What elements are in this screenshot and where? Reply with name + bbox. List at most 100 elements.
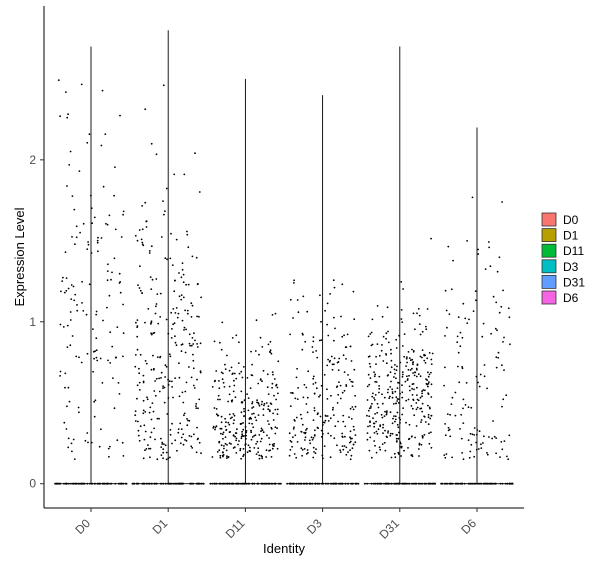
data-point [87, 243, 90, 246]
data-point [227, 456, 230, 458]
data-point [155, 278, 158, 280]
data-point [368, 415, 371, 418]
data-point [393, 452, 396, 455]
data-point [195, 256, 198, 259]
data-point [258, 404, 261, 407]
data-point [182, 401, 185, 404]
data-point [243, 453, 245, 456]
data-point [462, 398, 465, 401]
data-point [183, 173, 186, 176]
data-point [425, 378, 427, 380]
data-point [345, 446, 348, 449]
data-point [477, 253, 480, 255]
data-point [136, 384, 139, 387]
data-point [149, 323, 152, 325]
data-point [220, 427, 223, 430]
data-point [339, 449, 341, 452]
data-point [492, 295, 495, 298]
data-point [142, 409, 145, 412]
data-point [114, 356, 117, 359]
data-point [162, 84, 165, 87]
data-point [369, 436, 372, 439]
data-point [173, 290, 176, 293]
data-point [116, 439, 119, 442]
data-point [488, 246, 490, 249]
data-point [262, 431, 265, 434]
data-point [146, 396, 148, 399]
data-point [150, 332, 153, 335]
data-point [347, 374, 349, 376]
data-point [276, 386, 279, 389]
data-point [198, 441, 201, 444]
data-point [266, 434, 268, 437]
data-point [136, 397, 138, 400]
data-point [423, 359, 426, 362]
data-point [430, 363, 433, 365]
data-point [195, 405, 197, 407]
data-point [366, 414, 368, 417]
data-point [395, 434, 398, 436]
data-point [69, 319, 72, 321]
data-point [165, 187, 168, 190]
data-point [137, 284, 139, 286]
data-point [394, 456, 397, 459]
data-point [312, 437, 315, 439]
data-point [235, 437, 238, 440]
data-point [214, 426, 217, 429]
data-point [254, 416, 257, 419]
data-point [271, 386, 273, 389]
data-point [382, 426, 384, 429]
data-point [86, 352, 89, 355]
data-point [155, 305, 157, 308]
data-point [465, 382, 468, 384]
data-point [230, 366, 233, 369]
data-point [158, 390, 161, 393]
data-point [421, 390, 423, 393]
data-point [82, 310, 85, 312]
data-point [391, 391, 394, 393]
data-point [139, 265, 141, 268]
data-point [334, 425, 337, 428]
data-point [162, 385, 165, 387]
data-point [394, 372, 396, 375]
data-point [387, 430, 390, 432]
data-point [477, 248, 479, 251]
data-point [178, 376, 181, 379]
data-point [400, 281, 403, 283]
data-point [450, 403, 453, 405]
data-point [257, 382, 260, 385]
data-point [97, 250, 99, 253]
data-point [427, 385, 429, 388]
data-point [163, 443, 165, 445]
data-point [199, 370, 202, 373]
data-point [482, 322, 485, 325]
data-point [149, 406, 152, 409]
data-point [479, 373, 482, 376]
data-point [387, 341, 390, 344]
legend-swatch-D1 [541, 228, 557, 243]
data-point [138, 367, 140, 370]
data-point [141, 228, 144, 231]
data-point [342, 354, 345, 357]
data-point [229, 417, 232, 420]
data-point [394, 390, 397, 393]
data-point [197, 283, 199, 285]
legend-label: D1 [563, 229, 579, 243]
data-point [370, 456, 373, 459]
data-point [240, 390, 243, 393]
data-point [327, 432, 330, 435]
data-point [461, 452, 463, 454]
y-ticks: 0 1 2 [29, 153, 44, 491]
data-point [375, 451, 378, 454]
data-point [171, 442, 173, 445]
data-point [323, 445, 326, 447]
data-point [371, 402, 373, 405]
data-point [216, 414, 219, 417]
data-point [142, 380, 145, 383]
data-point [154, 380, 157, 382]
data-point [414, 436, 416, 439]
data-point [496, 329, 498, 332]
data-point [276, 447, 279, 450]
